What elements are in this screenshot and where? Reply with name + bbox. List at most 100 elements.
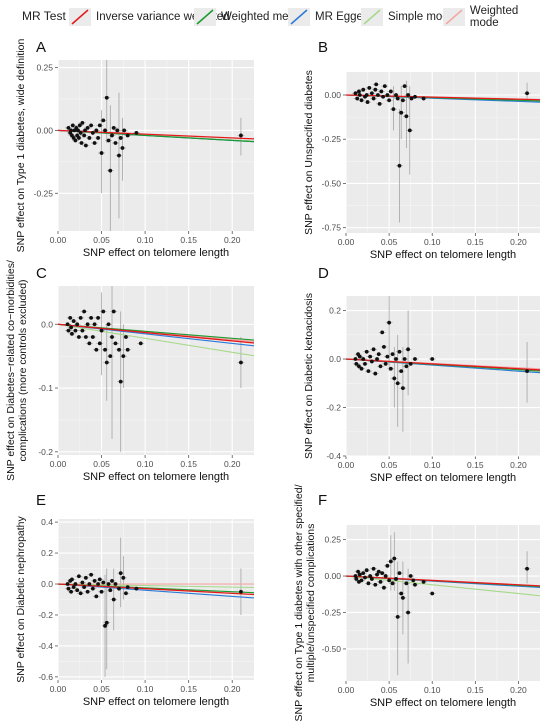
data-point bbox=[406, 93, 410, 97]
data-point bbox=[103, 347, 107, 352]
data-point bbox=[80, 328, 85, 333]
data-point bbox=[80, 580, 85, 585]
data-point bbox=[356, 569, 360, 574]
data-point bbox=[361, 87, 366, 92]
data-point bbox=[402, 357, 407, 361]
data-point bbox=[361, 357, 366, 361]
x-tick-label: 0.00 bbox=[50, 684, 67, 694]
data-point bbox=[90, 335, 95, 339]
data-point bbox=[421, 96, 426, 101]
data-point bbox=[382, 585, 386, 590]
x-axis-label: SNP effect on telomere length bbox=[83, 696, 229, 708]
data-point bbox=[138, 341, 143, 346]
data-point bbox=[96, 136, 100, 140]
data-point bbox=[397, 349, 402, 354]
data-point bbox=[413, 357, 417, 361]
data-point bbox=[78, 131, 83, 135]
data-point bbox=[65, 322, 70, 327]
data-point bbox=[368, 574, 373, 578]
data-point bbox=[391, 107, 396, 112]
y-axis-label: SNP effect on Type 1 diabetes, wide defi… bbox=[15, 39, 27, 253]
data-point bbox=[359, 578, 364, 583]
data-point bbox=[371, 566, 376, 571]
x-tick-label: 0.00 bbox=[338, 685, 355, 695]
data-point bbox=[83, 575, 88, 580]
data-point bbox=[401, 386, 405, 391]
data-point bbox=[399, 369, 404, 374]
legend-item-weighted-median: Weighted median bbox=[194, 6, 310, 28]
data-point bbox=[406, 610, 410, 615]
data-point bbox=[92, 141, 97, 145]
data-point bbox=[65, 582, 70, 586]
data-point bbox=[89, 315, 94, 320]
data-layer bbox=[58, 286, 254, 452]
data-point bbox=[365, 100, 370, 104]
y-tick-label: -0.4 bbox=[38, 641, 53, 651]
data-point bbox=[78, 591, 83, 596]
data-point bbox=[110, 133, 114, 138]
data-point bbox=[407, 128, 412, 133]
data-point bbox=[82, 309, 87, 314]
data-point bbox=[82, 133, 87, 138]
data-point bbox=[363, 361, 367, 366]
x-axis-label: SNP effect on telomere length bbox=[370, 697, 516, 709]
data-layer bbox=[346, 80, 540, 223]
data-point bbox=[387, 578, 392, 583]
data-point bbox=[101, 118, 106, 123]
data-point bbox=[371, 96, 376, 101]
data-point bbox=[385, 93, 390, 97]
data-point bbox=[79, 141, 84, 145]
data-point bbox=[397, 571, 402, 576]
legend-title: MR Test bbox=[22, 9, 66, 23]
data-point bbox=[402, 84, 407, 89]
y-tick-label: 0.4 bbox=[41, 517, 53, 527]
data-point bbox=[124, 335, 128, 339]
x-tick-label: 0.05 bbox=[381, 685, 398, 695]
data-point bbox=[388, 89, 393, 94]
data-point bbox=[118, 136, 123, 140]
data-point bbox=[525, 369, 529, 374]
x-tick-label: 0.20 bbox=[510, 460, 527, 470]
data-point bbox=[409, 96, 414, 101]
data-point bbox=[118, 571, 123, 576]
data-point bbox=[80, 120, 85, 125]
x-tick-label: 0.05 bbox=[381, 460, 398, 470]
x-tick-label: 0.15 bbox=[180, 235, 197, 245]
data-point bbox=[385, 354, 390, 359]
data-point bbox=[110, 335, 114, 339]
data-point bbox=[394, 357, 398, 361]
data-point bbox=[75, 588, 80, 593]
data-point bbox=[101, 580, 106, 585]
data-point bbox=[71, 319, 76, 323]
data-point bbox=[388, 559, 393, 564]
x-tick-label: 0.05 bbox=[93, 459, 110, 469]
data-point bbox=[89, 572, 94, 577]
x-tick-label: 0.20 bbox=[510, 685, 527, 695]
data-point bbox=[364, 93, 369, 97]
data-point bbox=[421, 579, 426, 584]
data-point bbox=[111, 125, 116, 130]
data-point bbox=[376, 93, 380, 97]
data-point bbox=[353, 574, 358, 578]
data-point bbox=[106, 322, 111, 327]
data-point bbox=[103, 128, 107, 133]
data-point bbox=[99, 151, 104, 155]
regression-line bbox=[58, 323, 254, 344]
legend-label-mr-egger: MR Egger bbox=[315, 11, 367, 23]
data-point bbox=[94, 128, 99, 133]
data-point bbox=[118, 379, 123, 384]
data-point bbox=[70, 123, 75, 128]
data-point bbox=[106, 582, 111, 586]
x-axis-label: SNP effect on telomere length bbox=[370, 249, 516, 261]
data-point bbox=[134, 586, 139, 591]
data-point bbox=[401, 98, 405, 103]
data-point bbox=[353, 357, 358, 361]
data-point bbox=[239, 589, 243, 594]
data-point bbox=[76, 128, 80, 133]
data-point bbox=[369, 359, 374, 364]
data-point bbox=[367, 86, 372, 90]
data-point bbox=[121, 354, 126, 359]
data-point bbox=[66, 586, 71, 591]
data-point bbox=[390, 581, 395, 586]
data-layer bbox=[58, 537, 254, 677]
